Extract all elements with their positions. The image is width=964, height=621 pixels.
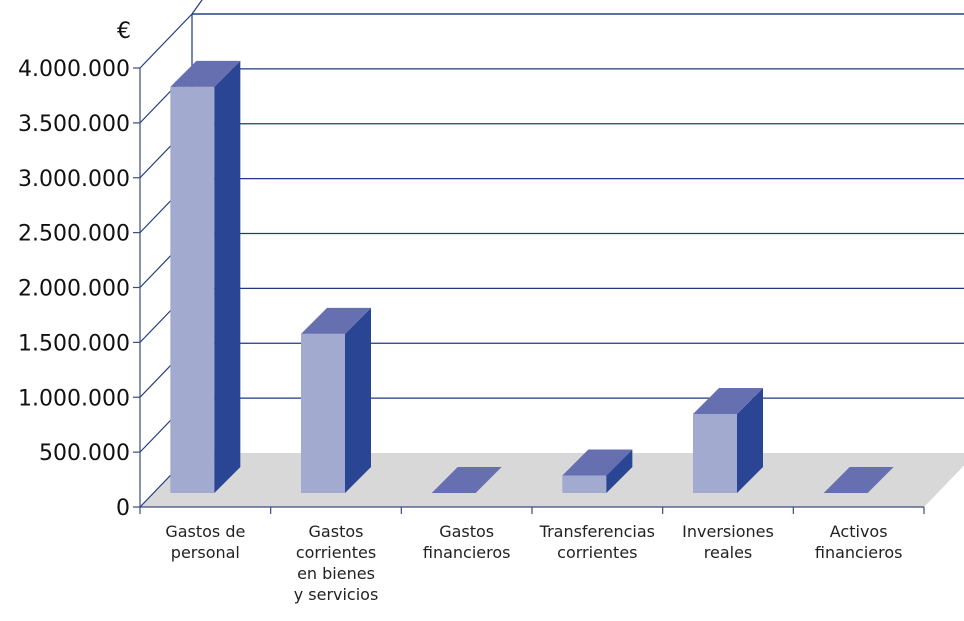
- bar: [170, 60, 241, 494]
- x-tick-label: Gastos de personal: [165, 522, 245, 562]
- bar-side: [214, 60, 241, 494]
- x-tick-label-line: corrientes: [296, 543, 376, 562]
- unit-label: €: [117, 19, 131, 44]
- x-tick-label-line: financieros: [423, 543, 511, 562]
- chart-background: [139, 0, 964, 508]
- x-tick-label-line: Gastos: [309, 522, 364, 541]
- bar-side: [737, 387, 763, 493]
- x-tick-label: Transferencias corrientes: [539, 522, 655, 562]
- x-tick-label-line: Gastos: [439, 522, 494, 541]
- bar: [562, 449, 633, 493]
- x-tick-label-line: Transferencias: [539, 522, 655, 541]
- y-tick-label: 1.000.000: [18, 386, 130, 411]
- x-tick-label-line: Gastos de: [165, 522, 245, 541]
- bar-top: [301, 307, 371, 334]
- bar-front: [693, 413, 737, 493]
- x-tick-label-line: Inversiones: [682, 522, 774, 541]
- bar-front: [301, 333, 345, 493]
- bar: [823, 467, 894, 493]
- y-tick-label: 2.500.000: [18, 222, 130, 247]
- gridline-depth: [139, 13, 193, 69]
- bar: [431, 467, 502, 493]
- x-tick-label-line: Activos: [830, 522, 888, 541]
- x-tick-label: Inversiones reales: [682, 522, 774, 562]
- bar-front: [170, 86, 215, 494]
- gridline-depth-top: [191, 0, 203, 15]
- y-tick-label: 3.000.000: [18, 167, 130, 192]
- y-tick-label: 0: [116, 496, 130, 521]
- bar-side: [345, 307, 371, 493]
- x-tick-label: Activos financieros: [815, 522, 903, 562]
- x-tick-label-line: en bienes: [297, 564, 375, 583]
- x-tick-label: Gastos corrientes en bienes y servicios: [294, 522, 379, 604]
- y-tick-label: 3.500.000: [18, 112, 130, 137]
- bar-top: [431, 467, 502, 493]
- bar-top: [823, 467, 894, 493]
- y-axis: 0 500.000 1.000.000 1.500.000 2.000.000 2.500…: [18, 57, 925, 521]
- bars: [170, 60, 894, 494]
- bar-top: [693, 387, 763, 414]
- labels: Gastos de personal Gastos corrientes en bien…: [165, 522, 902, 604]
- y-tick-label: 2.000.000: [18, 277, 130, 302]
- bar: [301, 307, 371, 493]
- y-tick-label: 500.000: [39, 441, 130, 466]
- x-tick-label-line: y servicios: [294, 585, 379, 604]
- bar: [693, 387, 763, 493]
- bar-side: [606, 449, 633, 493]
- y-tick-label: 4.000.000: [18, 57, 130, 82]
- bar-top: [562, 449, 633, 476]
- bar-top: [170, 60, 241, 87]
- x-tick-label-line: reales: [704, 543, 753, 562]
- x-tick-label-line: corrientes: [557, 543, 637, 562]
- x-tick-label-line: personal: [171, 543, 240, 562]
- x-tick-label: Gastos financieros: [423, 522, 511, 562]
- bar-front: [562, 475, 607, 493]
- y-tick-label: 1.500.000: [18, 331, 130, 356]
- x-tick-label-line: financieros: [815, 543, 903, 562]
